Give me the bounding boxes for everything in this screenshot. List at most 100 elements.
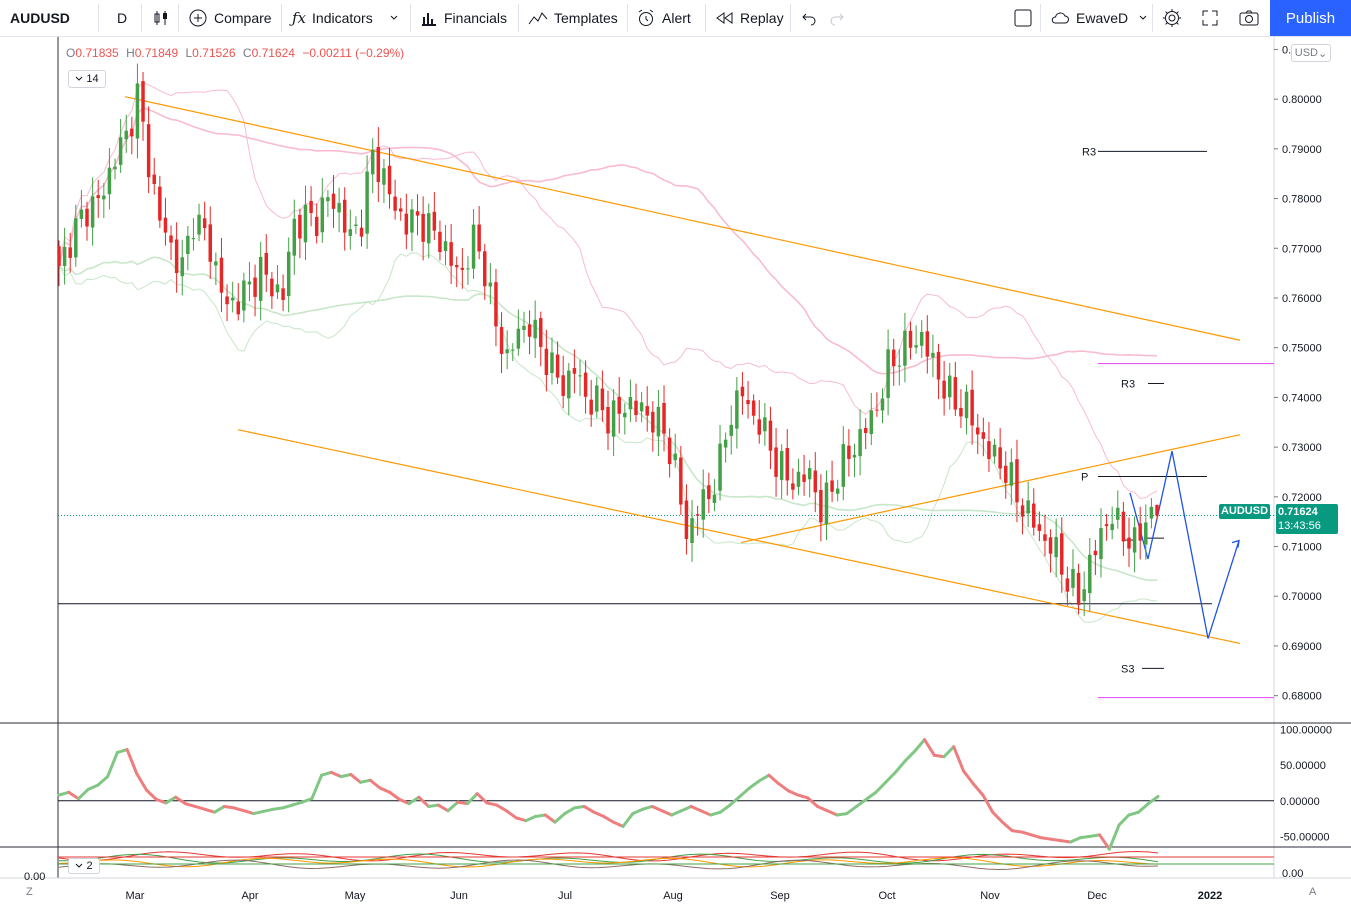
candle-body (886, 349, 890, 398)
oscillator-segment (621, 812, 635, 828)
auto-scale-button[interactable]: A (1309, 886, 1317, 898)
candle-body (292, 218, 297, 256)
candle-body (505, 349, 509, 354)
low-key: L (185, 46, 193, 60)
candle-body (68, 247, 72, 258)
alarm-clock-icon (638, 9, 654, 26)
indicators-button[interactable]: ƒx Indicators (292, 0, 399, 36)
candle-body (1082, 589, 1086, 602)
compare-button[interactable]: Compare (188, 0, 272, 36)
oscillator-segment (1030, 833, 1043, 840)
oscillator-segment (232, 806, 246, 813)
candle-body (303, 204, 308, 243)
candle-body (1037, 524, 1042, 531)
candle-body (645, 406, 649, 416)
candle-body (516, 328, 521, 349)
square-icon (1014, 9, 1032, 27)
oscillator-segment (660, 809, 674, 817)
candle-body (477, 224, 481, 252)
candle-body (880, 398, 885, 411)
chart-type-button[interactable] (152, 0, 170, 36)
toolbar-divider (410, 4, 411, 32)
candle-body (421, 213, 425, 242)
candle-body (807, 468, 812, 480)
oscillator-segment (368, 778, 382, 790)
fullscreen-button[interactable] (1200, 0, 1220, 36)
chevron-down-icon (76, 76, 83, 81)
oscillator-segment (874, 780, 888, 794)
candle-body (740, 386, 745, 397)
oscillator-segment (329, 770, 343, 779)
oscillator-segment (777, 782, 790, 793)
candle-body (404, 213, 409, 235)
candle-body (488, 282, 493, 287)
oscillator-segment (971, 782, 985, 797)
candle-body (841, 444, 846, 487)
candle-body (247, 281, 252, 285)
candle-body (208, 224, 212, 262)
candle-body (1020, 505, 1025, 517)
currency-selector[interactable]: USD ⌄ (1291, 44, 1331, 62)
candle-body (1065, 578, 1070, 592)
mini-indicator-line (58, 857, 1159, 868)
candle-body (684, 500, 689, 540)
high-key: H (126, 46, 135, 60)
oscillator-segment (942, 745, 956, 759)
candle-body (1048, 537, 1053, 554)
indicator-badge[interactable]: 14 (68, 70, 106, 88)
layout-button[interactable] (1013, 0, 1033, 36)
candle-body (987, 441, 991, 459)
candle-body (1104, 524, 1109, 527)
oscillator-segment (699, 809, 713, 817)
oscillator-segment (349, 772, 362, 784)
candle-body (701, 489, 705, 520)
oscillator-segment (1098, 833, 1111, 851)
oscillator-segment (689, 804, 703, 813)
redo-button[interactable] (828, 0, 846, 36)
candle-body (858, 429, 862, 457)
ohlc-legend: O0.71835 H0.71849 L0.71526 C0.71624 −0.0… (66, 46, 408, 60)
upper-band-60 (58, 107, 1157, 375)
replay-button[interactable]: Replay (714, 0, 784, 36)
layout-name-button[interactable]: EwaveD (1050, 0, 1148, 36)
oscillator-segment (816, 804, 829, 813)
indicators-label: Indicators (312, 10, 373, 26)
oscillator-segment (242, 809, 256, 816)
alert-button[interactable]: Alert (636, 0, 691, 36)
oscillator-segment (320, 770, 333, 777)
oscillator-segment (806, 796, 820, 808)
candle-body (337, 203, 341, 213)
candle-body (354, 224, 358, 226)
symbol-price-label: AUDUSD (1219, 504, 1270, 519)
snapshot-button[interactable] (1238, 0, 1260, 36)
symbol-search[interactable]: AUDUSD (10, 10, 70, 26)
price-tick-label: 0.68000 (1282, 691, 1322, 703)
toolbar-divider (178, 4, 179, 32)
time-tick-label: Jul (558, 890, 572, 902)
chevron-down-icon (76, 863, 83, 868)
candle-body (919, 331, 924, 346)
candle-body (90, 196, 95, 228)
interval-button[interactable]: D (117, 10, 128, 26)
toolbar-divider (1040, 4, 1041, 32)
candle-body (561, 375, 565, 396)
oscillator-segment (154, 797, 168, 805)
oscillator-segment (436, 803, 450, 813)
zoom-reset-button[interactable]: Z (26, 886, 33, 898)
templates-button[interactable]: Templates (528, 0, 618, 36)
oscillator-segment (106, 750, 119, 779)
undo-button[interactable] (800, 0, 818, 36)
financials-button[interactable]: Financials (420, 0, 507, 36)
oscillator-segment (1049, 837, 1063, 843)
candle-body (774, 447, 778, 477)
publish-button[interactable]: Publish (1270, 0, 1351, 36)
candle-body (690, 518, 694, 543)
candle-body (1144, 522, 1148, 545)
settings-button[interactable] (1161, 0, 1183, 36)
oscillator-segment (86, 783, 100, 791)
oscillator-badge[interactable]: 2 (68, 858, 100, 874)
candle-body (942, 380, 946, 399)
bar-chart-icon (422, 13, 436, 26)
candle-body (925, 331, 930, 357)
